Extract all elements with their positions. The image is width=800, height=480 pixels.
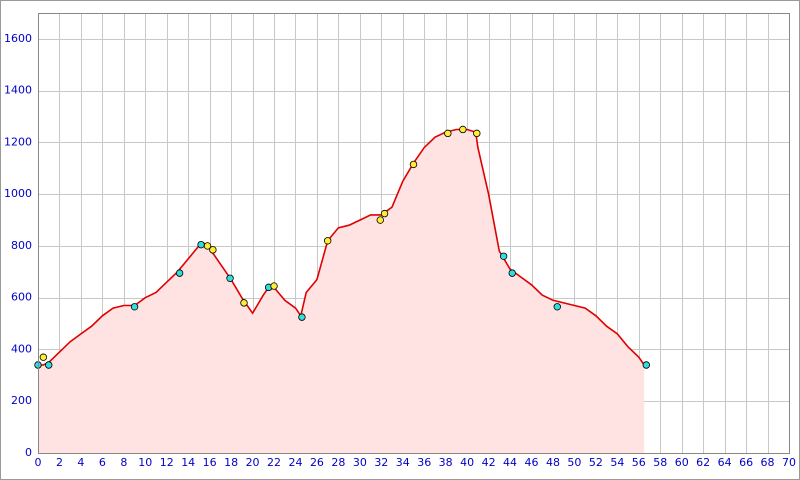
x-tick-label: 20 bbox=[246, 456, 260, 469]
marker bbox=[323, 237, 332, 245]
marker bbox=[298, 313, 306, 321]
marker bbox=[553, 303, 561, 311]
x-tick-label: 14 bbox=[181, 456, 195, 469]
x-tick-label: 42 bbox=[482, 456, 496, 469]
marker bbox=[226, 274, 234, 282]
x-tick-label: 60 bbox=[675, 456, 689, 469]
x-tick-label: 4 bbox=[77, 456, 84, 469]
x-tick-label: 24 bbox=[288, 456, 302, 469]
y-tick-label: 1200 bbox=[4, 135, 32, 148]
x-tick-label: 46 bbox=[525, 456, 539, 469]
x-tick-label: 12 bbox=[160, 456, 174, 469]
x-tick-label: 56 bbox=[632, 456, 646, 469]
marker bbox=[197, 240, 205, 249]
x-tick-label: 68 bbox=[761, 456, 775, 469]
y-tick-label: 400 bbox=[11, 342, 32, 355]
x-tick-label: 52 bbox=[589, 456, 603, 469]
marker bbox=[130, 303, 139, 311]
marker bbox=[175, 269, 184, 277]
x-tick-label: 50 bbox=[567, 456, 581, 469]
x-tick-label: 16 bbox=[203, 456, 217, 469]
line bbox=[38, 128, 645, 366]
x-tick-label: 36 bbox=[417, 456, 431, 469]
area bbox=[38, 129, 645, 453]
marker bbox=[499, 252, 508, 260]
y-tick-label: 200 bbox=[11, 394, 32, 407]
x-tick-label: 70 bbox=[782, 456, 796, 469]
x-tick-label: 64 bbox=[718, 456, 732, 469]
y-tick-label: 1400 bbox=[4, 84, 32, 97]
marker bbox=[642, 361, 651, 369]
marker bbox=[473, 129, 481, 138]
y-tick-label: 0 bbox=[25, 446, 32, 459]
y-tick-label: 1600 bbox=[4, 32, 32, 45]
marker bbox=[380, 209, 389, 218]
marker bbox=[240, 299, 248, 307]
x-tick-label: 28 bbox=[331, 456, 345, 469]
x-tick-label: 6 bbox=[99, 456, 106, 469]
y-tick-label: 600 bbox=[11, 291, 32, 304]
x-tick-label: 30 bbox=[353, 456, 367, 469]
x-tick-label: 32 bbox=[374, 456, 388, 469]
x-tick-label: 0 bbox=[35, 456, 42, 469]
marker bbox=[203, 242, 212, 250]
x-tick-label: 48 bbox=[546, 456, 560, 469]
marker bbox=[508, 269, 516, 277]
x-tick-label: 66 bbox=[739, 456, 753, 469]
x-tick-label: 34 bbox=[396, 456, 410, 469]
marker bbox=[444, 129, 452, 138]
x-tick-label: 44 bbox=[503, 456, 517, 469]
x-tick-label: 40 bbox=[460, 456, 474, 469]
plot-border bbox=[38, 13, 790, 454]
marker bbox=[39, 353, 48, 361]
marker bbox=[459, 125, 467, 134]
x-tick-label: 22 bbox=[267, 456, 281, 469]
x-tick-label: 8 bbox=[120, 456, 127, 469]
x-tick-label: 26 bbox=[310, 456, 324, 469]
marker bbox=[376, 216, 384, 224]
y-tick-label: 800 bbox=[11, 239, 32, 252]
x-tick-label: 54 bbox=[610, 456, 624, 469]
x-tick-label: 62 bbox=[696, 456, 710, 469]
marker bbox=[209, 246, 217, 254]
x-tick-label: 2 bbox=[56, 456, 63, 469]
marker bbox=[409, 160, 418, 169]
y-tick-label: 1000 bbox=[4, 187, 32, 200]
x-tick-label: 38 bbox=[439, 456, 453, 469]
x-tick-label: 10 bbox=[138, 456, 152, 469]
x-tick-label: 58 bbox=[653, 456, 667, 469]
x-tick-label: 18 bbox=[224, 456, 238, 469]
marker bbox=[270, 282, 278, 290]
marker bbox=[45, 361, 53, 369]
